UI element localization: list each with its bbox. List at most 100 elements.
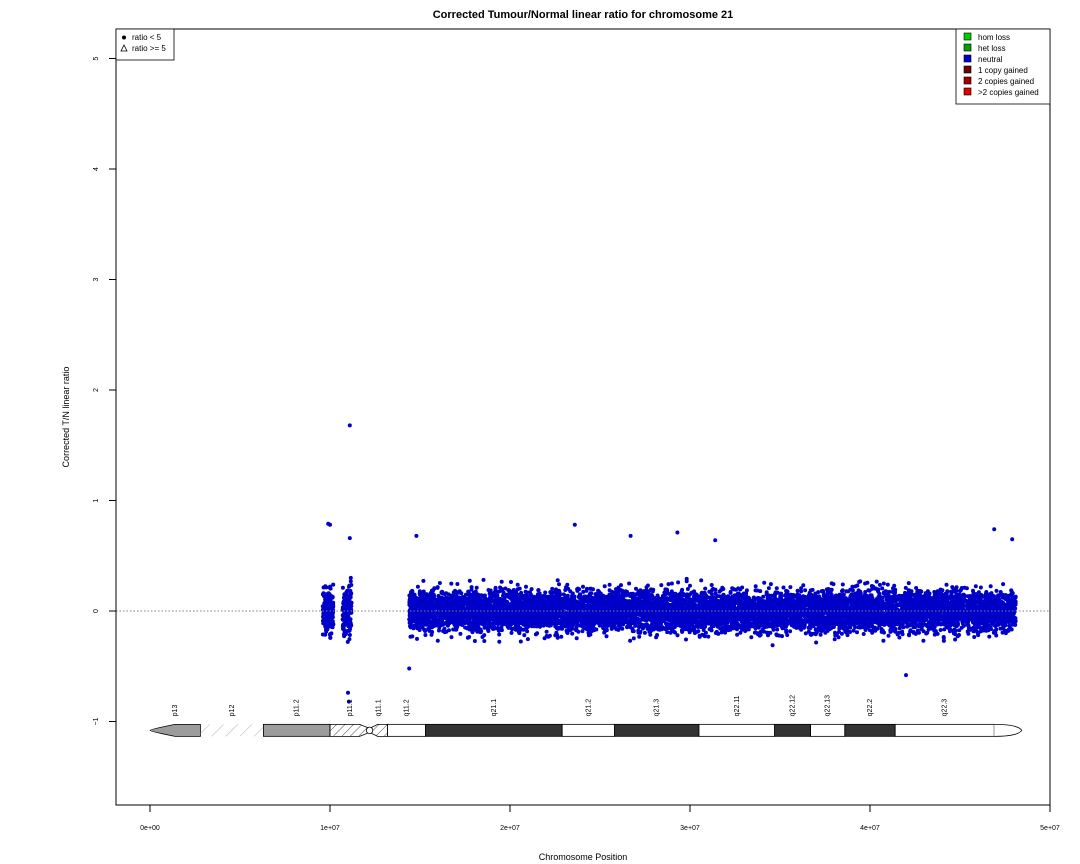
data-point [590,629,594,633]
data-point [855,630,859,635]
data-point [781,585,786,590]
data-point [929,626,934,631]
data-point [342,607,347,612]
data-point [858,579,863,584]
data-point [821,593,826,598]
data-point [322,618,326,623]
data-point [978,585,983,590]
data-point [437,628,441,633]
data-point [555,578,560,583]
data-point [517,586,522,591]
data-point [346,624,351,629]
data-point [637,634,642,639]
data-point [701,628,706,632]
data-point [832,637,837,642]
data-point [607,582,612,587]
data-point [675,633,680,638]
data-point [449,635,454,640]
data-point [602,629,607,634]
data-point [423,633,428,637]
data-point [799,589,804,594]
data-point [340,585,345,590]
data-point [525,629,530,634]
data-point [518,639,523,644]
plot-frame [115,28,1051,806]
data-point [925,630,930,635]
data-point [942,627,947,632]
data-point [341,601,346,606]
data-point [348,579,353,584]
data-point [880,586,885,591]
data-point [602,584,607,589]
data-point [954,585,959,590]
data-point [1001,626,1006,631]
data-point [957,628,962,633]
data-point [528,590,532,595]
data-point [325,617,330,621]
data-point [340,613,345,618]
data-point [345,604,350,608]
data-point [581,589,586,594]
data-point [415,584,420,589]
data-point [768,582,773,587]
data-point [437,581,442,585]
data-point [914,586,919,590]
data-point [881,638,886,643]
data-point [344,632,348,636]
data-point [803,631,808,636]
data-point [546,634,551,639]
data-point [329,615,334,620]
data-point [347,583,352,588]
data-point [330,595,335,600]
data-point [543,590,548,595]
data-point [758,589,763,594]
data-point [877,582,882,587]
data-point [945,589,950,594]
chart-title: Corrected Tumour/Normal linear ratio for… [433,9,734,21]
data-point [345,639,350,644]
data-point [818,632,823,637]
data-point [348,575,353,580]
data-point [926,627,931,632]
data-point [803,588,808,593]
data-point [999,621,1004,626]
data-point [455,582,460,586]
data-point [327,601,332,606]
data-point [331,609,336,614]
data-point [850,584,855,589]
data-point [542,636,547,641]
data-point [679,624,684,629]
data-point [435,585,440,590]
data-point [940,588,945,593]
data-point [347,598,352,603]
data-point [950,585,955,590]
data-point [886,633,891,638]
data-point [762,580,767,585]
data-point [895,632,900,637]
data-point [323,607,327,612]
data-point [911,630,916,635]
data-point [347,633,352,637]
data-point [329,619,334,623]
data-point [659,583,664,588]
data-point [642,630,647,635]
data-point [761,594,766,599]
data-point [574,636,579,641]
data-point [851,628,856,633]
data-point [557,582,561,587]
data-point [341,622,346,627]
data-point [469,587,474,592]
data-point [328,584,333,589]
data-point [348,609,353,614]
data-point [953,637,958,642]
data-point [881,581,886,586]
data-point [998,626,1003,631]
data-point [324,585,329,590]
data-point [407,593,412,598]
data-point [342,593,347,598]
data-point [900,622,905,627]
data-point [449,581,454,586]
data-point [839,631,844,636]
data-point [908,628,913,633]
data-point [525,637,530,642]
